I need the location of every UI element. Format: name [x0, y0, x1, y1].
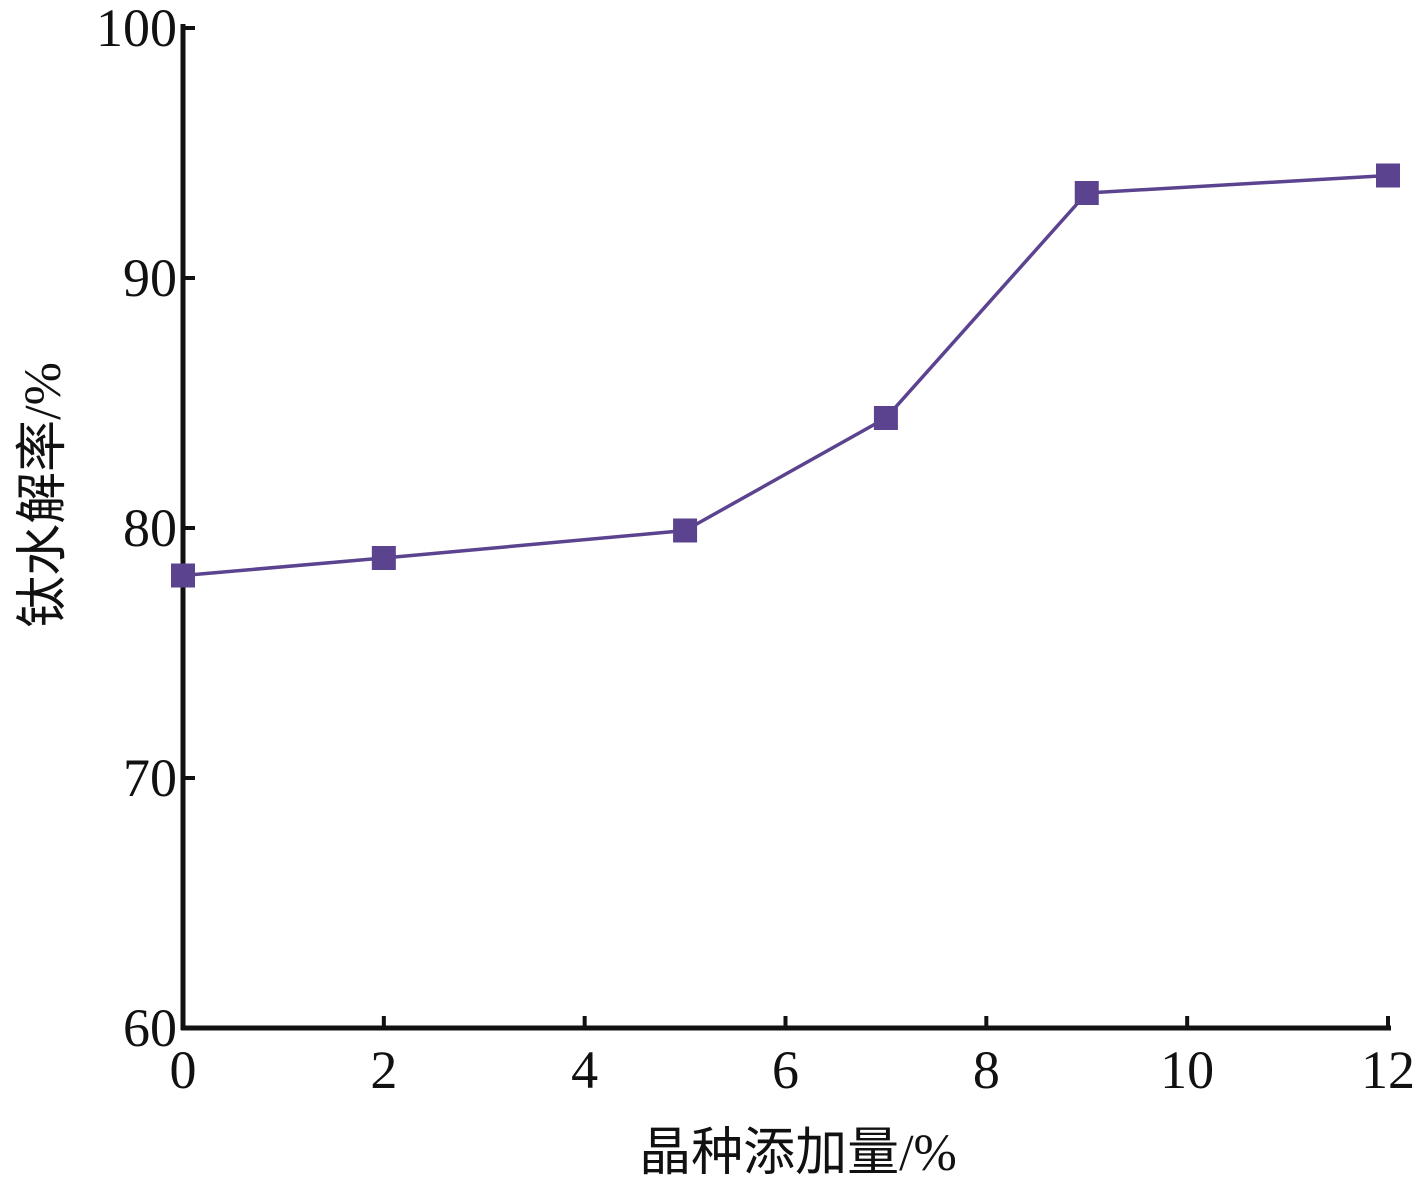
y-ticks: 60 70 80 90 100 — [96, 0, 195, 1058]
axes — [180, 24, 1391, 1031]
data-point-marker — [171, 563, 195, 588]
x-tick-label: 8 — [973, 1040, 1000, 1100]
series-layer — [171, 163, 1400, 588]
x-tick-label: 12 — [1361, 1040, 1415, 1100]
x-tick-label: 10 — [1160, 1040, 1214, 1100]
x-tick-label: 6 — [772, 1040, 799, 1100]
series-line — [182, 173, 1389, 578]
data-point-marker — [873, 406, 898, 430]
data-point-marker — [673, 518, 698, 543]
x-tick-label: 2 — [370, 1040, 397, 1100]
data-point-marker — [1376, 163, 1400, 188]
x-axis-title: 晶种添加量/% — [639, 1125, 957, 1181]
x-tick-label: 4 — [571, 1040, 598, 1100]
y-tick-label: 80 — [123, 498, 177, 558]
data-point-marker — [371, 546, 396, 570]
x-tick-label: 0 — [170, 1040, 197, 1100]
y-tick-label: 100 — [96, 0, 177, 58]
y-tick-label: 70 — [123, 748, 177, 808]
data-point-marker — [1074, 181, 1099, 205]
y-tick-label: 90 — [123, 248, 177, 308]
y-axis-title: 钛水解率/% — [15, 362, 72, 628]
x-ticks: 0 2 4 6 8 10 12 — [170, 1016, 1415, 1100]
y-tick-label: 60 — [123, 998, 177, 1058]
